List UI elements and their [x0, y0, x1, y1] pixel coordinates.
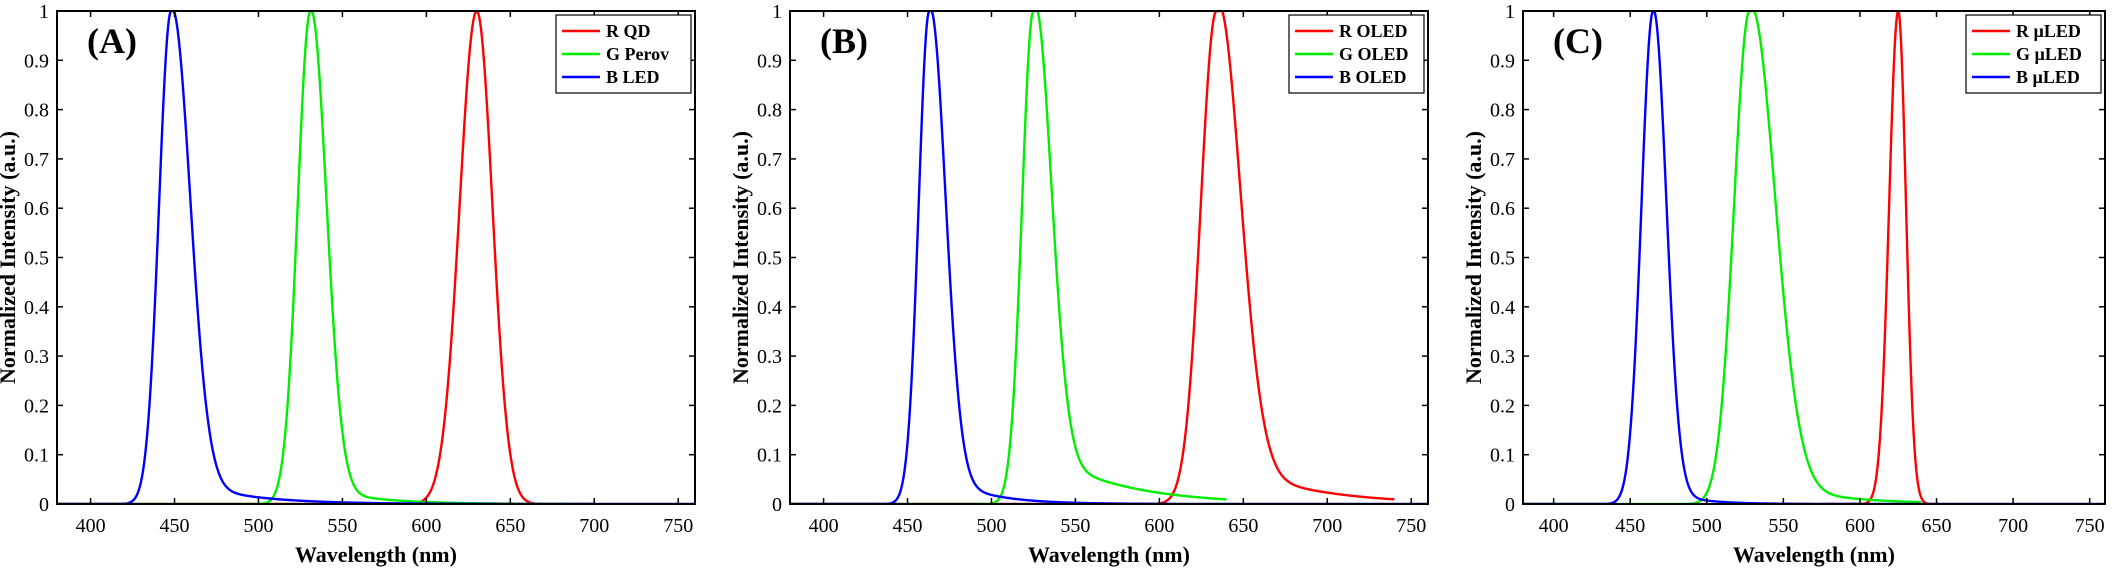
y-tick-label: 0.2 [757, 395, 782, 417]
legend: R OLED G OLED B OLED [1288, 14, 1425, 94]
x-tick-label: 550 [1060, 515, 1090, 537]
x-axis-title: Wavelength (nm) [1733, 542, 1895, 567]
legend-label: B µLED [2016, 67, 2080, 87]
legend-label: B OLED [1339, 67, 1407, 87]
y-tick-label: 0.4 [24, 297, 49, 319]
y-tick-label: 0.7 [757, 149, 782, 171]
series-line-r-led [1821, 11, 1941, 504]
series-line-r-oled [790, 11, 1395, 504]
panel-label: (C) [1553, 21, 1603, 61]
y-tick-label: 0.7 [1490, 149, 1515, 171]
y-tick-label: 0.1 [1490, 445, 1515, 467]
y-axis-title: Normalized Intensity (a.u.) [1461, 131, 1486, 384]
x-axis-title: Wavelength (nm) [295, 542, 457, 567]
y-tick-label: 0.9 [757, 50, 782, 72]
x-tick-label: 550 [327, 515, 357, 537]
y-tick-label: 0.7 [24, 149, 49, 171]
y-tick-label: 0.3 [24, 346, 49, 368]
y-tick-label: 0.5 [24, 248, 49, 270]
y-tick-label: 0.3 [757, 346, 782, 368]
x-tick-label: 750 [1396, 515, 1426, 537]
x-tick-label: 600 [411, 515, 441, 537]
legend-label: G µLED [2016, 44, 2082, 64]
x-tick-label: 700 [579, 515, 609, 537]
y-tick-label: 0.2 [24, 395, 49, 417]
y-tick-label: 0.2 [1490, 395, 1515, 417]
legend-label: R OLED [1339, 21, 1408, 41]
chart-panel-2: 400 450 500 550 600 650 700 750 0 0.1 0.2 0.3 0.4 0.5… [728, 1, 1429, 567]
y-tick-label: 1 [772, 1, 782, 23]
y-tick-label: 0.6 [757, 198, 782, 220]
x-tick-label: 600 [1144, 515, 1174, 537]
y-tick-label: 0.8 [24, 100, 49, 122]
y-tick-label: 0.1 [24, 445, 49, 467]
y-tick-label: 0.8 [757, 100, 782, 122]
y-tick-label: 1 [39, 1, 49, 23]
legend-label: G Perov [606, 44, 669, 64]
legend-box [1965, 14, 2102, 94]
y-tick-label: 0.8 [1490, 100, 1515, 122]
x-tick-label: 750 [663, 515, 693, 537]
x-axis-title: Wavelength (nm) [1028, 542, 1190, 567]
x-tick-label: 400 [76, 515, 106, 537]
legend: R QD G Perov B LED [555, 14, 692, 94]
series-line-g-perov [57, 11, 595, 504]
y-tick-label: 0.5 [1490, 248, 1515, 270]
chart-panel-1: 400 450 500 550 600 650 700 750 0 0.1 0.2 0.3 0.4 0.5… [0, 1, 696, 567]
y-tick-label: 0.9 [24, 50, 49, 72]
y-tick-label: 0 [1505, 494, 1515, 516]
y-tick-label: 1 [1505, 1, 1515, 23]
x-tick-label: 500 [243, 515, 273, 537]
y-tick-label: 0 [39, 494, 49, 516]
legend-label: R QD [606, 21, 651, 41]
series-line-g-led [1523, 11, 1922, 504]
x-tick-label: 450 [160, 515, 190, 537]
x-tick-label: 650 [1922, 515, 1952, 537]
y-tick-label: 0.1 [757, 445, 782, 467]
x-tick-label: 450 [1615, 515, 1645, 537]
x-tick-label: 650 [1228, 515, 1258, 537]
x-tick-label: 400 [1539, 515, 1569, 537]
y-tick-label: 0.6 [24, 198, 49, 220]
y-tick-label: 0.3 [1490, 346, 1515, 368]
panel-label: (A) [87, 21, 137, 61]
series-line-g-oled [790, 11, 1227, 504]
y-axis-title: Normalized Intensity (a.u.) [728, 131, 753, 384]
chart-panel-3: 400 450 500 550 600 650 700 750 0 0.1 0.2 0.3 0.4 0.5… [1461, 1, 2106, 567]
x-tick-label: 400 [809, 515, 839, 537]
y-axis-title: Normalized Intensity (a.u.) [0, 131, 20, 384]
legend-label: R µLED [2016, 21, 2081, 41]
x-tick-label: 650 [495, 515, 525, 537]
x-tick-label: 450 [893, 515, 923, 537]
x-tick-label: 550 [1768, 515, 1798, 537]
legend-label: G OLED [1339, 44, 1409, 64]
x-tick-label: 700 [1998, 515, 2028, 537]
y-tick-label: 0.9 [1490, 50, 1515, 72]
y-tick-label: 0.4 [1490, 297, 1515, 319]
x-tick-label: 750 [2075, 515, 2105, 537]
y-tick-label: 0.6 [1490, 198, 1515, 220]
x-tick-label: 600 [1845, 515, 1875, 537]
y-tick-label: 0 [772, 494, 782, 516]
series-line-r-qd [57, 11, 595, 504]
x-tick-label: 700 [1312, 515, 1342, 537]
panel-label: (B) [820, 21, 868, 61]
x-tick-label: 500 [1692, 515, 1722, 537]
legend-label: B LED [606, 67, 660, 87]
y-tick-label: 0.5 [757, 248, 782, 270]
legend-box [1288, 14, 1425, 94]
y-tick-label: 0.4 [757, 297, 782, 319]
x-tick-label: 500 [976, 515, 1006, 537]
legend: R µLED G µLED B µLED [1965, 14, 2102, 94]
